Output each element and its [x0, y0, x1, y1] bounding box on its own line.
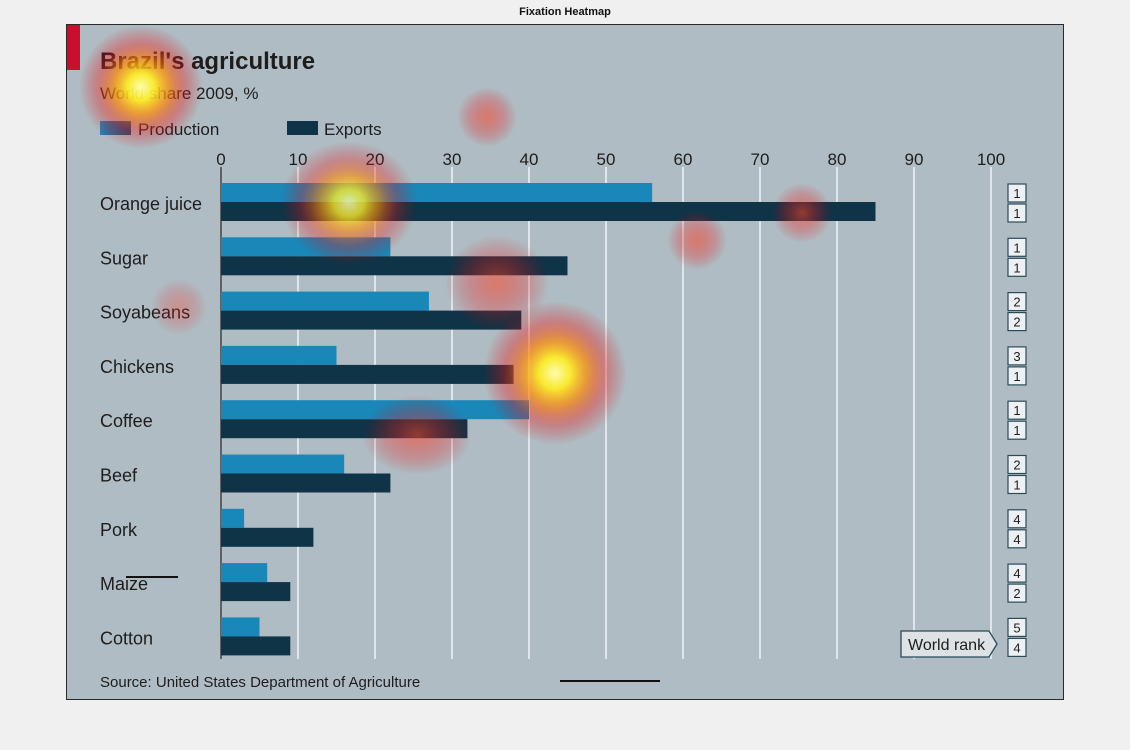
- fixation-blob: [281, 141, 417, 265]
- rank-production: 1: [1013, 240, 1020, 255]
- rank-box-exports: [1007, 366, 1027, 386]
- rank-exports: 4: [1013, 640, 1020, 655]
- rank-production: 2: [1013, 458, 1020, 473]
- legend-exports-label: Exports: [324, 120, 382, 139]
- chart-panel: Brazil's agriculture World share 2009, %…: [66, 24, 1064, 700]
- category-labels: Orange juiceSugarSoyabeansChickensCoffee…: [100, 194, 202, 648]
- bar-chart: Brazil's agriculture World share 2009, %…: [67, 25, 1027, 691]
- rank-exports: 2: [1013, 315, 1020, 330]
- rank-production: 4: [1013, 512, 1020, 527]
- x-tick-label: 70: [751, 150, 770, 169]
- rank-exports: 2: [1013, 586, 1020, 601]
- bar-production: [221, 345, 337, 365]
- rank-production: 3: [1013, 349, 1020, 364]
- rank-exports: 1: [1013, 478, 1020, 493]
- x-tick-label: 100: [977, 150, 1005, 169]
- bar-production: [221, 563, 268, 583]
- world-rank-callout-box: [900, 630, 998, 658]
- category-label: Pork: [100, 520, 138, 540]
- world-rank-column: 1 1 1 1 2 2 3 1 1 1 2 1 4 4 4 2 5 4: [1007, 183, 1027, 658]
- legend-exports-swatch: [287, 121, 318, 135]
- rank-box-production: [1007, 346, 1027, 366]
- rank-box-exports: [1007, 257, 1027, 277]
- rank-production: 5: [1013, 620, 1020, 635]
- rank-box-exports: [1007, 474, 1027, 495]
- category-label: Maize: [100, 574, 148, 594]
- x-tick-label: 80: [828, 150, 847, 169]
- rank-production: 4: [1013, 566, 1020, 581]
- rank-exports: 1: [1013, 206, 1020, 221]
- fixation-blob: [151, 279, 207, 335]
- rank-exports: 1: [1013, 260, 1020, 275]
- rank-box-exports: [1007, 529, 1027, 549]
- rank-box-production: [1007, 237, 1027, 257]
- rank-production: 2: [1013, 295, 1020, 310]
- category-label: Chickens: [100, 357, 174, 377]
- rank-exports: 1: [1013, 423, 1020, 438]
- fixation-blob: [457, 87, 517, 147]
- x-tick-label: 50: [597, 150, 616, 169]
- fixation-blob: [79, 25, 203, 149]
- bar-exports: [221, 310, 522, 330]
- bar-exports: [221, 582, 291, 602]
- rank-exports: 4: [1013, 532, 1020, 547]
- rank-box-production: [1007, 400, 1027, 420]
- world-rank-label: World rank: [908, 637, 986, 654]
- bar-exports: [221, 364, 514, 384]
- rank-production: 1: [1013, 403, 1020, 418]
- rank-box-production: [1007, 563, 1027, 583]
- category-label: Beef: [100, 466, 138, 486]
- fixation-blob: [483, 301, 627, 445]
- x-tick-label: 90: [905, 150, 924, 169]
- world-rank-callout: World rank: [900, 630, 998, 658]
- rank-box-exports: [1007, 583, 1027, 603]
- rank-box-production: [1007, 292, 1027, 312]
- rank-box-production: [1007, 617, 1027, 638]
- category-label: Sugar: [100, 248, 148, 268]
- rank-production: 1: [1013, 186, 1020, 201]
- fixation-heatmap-overlay: [79, 25, 832, 475]
- x-tick-label: 40: [520, 150, 539, 169]
- bar-exports: [221, 527, 314, 547]
- rank-box-exports: [1007, 203, 1027, 223]
- bar-production: [221, 454, 345, 474]
- bar-exports: [221, 473, 391, 493]
- rank-exports: 1: [1013, 369, 1020, 384]
- accent-tab: [67, 25, 80, 70]
- rank-box-exports: [1007, 420, 1027, 440]
- x-tick-label: 0: [216, 150, 225, 169]
- rank-box-exports: [1007, 637, 1027, 658]
- source-note: Source: United States Department of Agri…: [100, 674, 420, 691]
- x-tick-label: 30: [443, 150, 462, 169]
- fixation-blob: [667, 210, 727, 270]
- category-label: Cotton: [100, 628, 153, 648]
- category-label: Orange juice: [100, 194, 202, 214]
- bar-production: [221, 508, 245, 528]
- figure-title: Fixation Heatmap: [519, 6, 611, 18]
- rank-box-production: [1007, 183, 1027, 203]
- fixation-blob: [772, 183, 832, 243]
- x-tick-label: 60: [674, 150, 693, 169]
- fixation-blob: [445, 235, 549, 331]
- bar-production: [221, 617, 260, 637]
- bar-exports: [221, 636, 291, 656]
- fixation-blob: [362, 395, 472, 475]
- bar-production: [221, 291, 429, 311]
- category-label: Coffee: [100, 411, 153, 431]
- rank-box-exports: [1007, 312, 1027, 332]
- rank-box-production: [1007, 509, 1027, 529]
- rank-box-production: [1007, 454, 1027, 475]
